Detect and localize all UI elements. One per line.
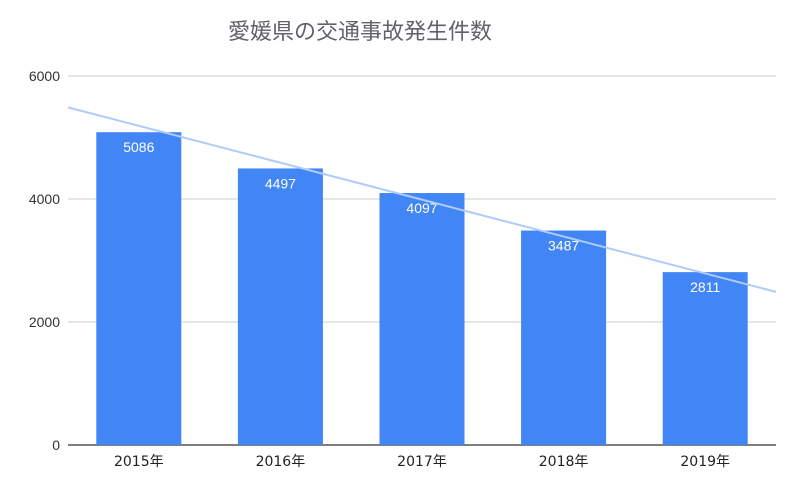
y-tick-label: 2000	[29, 314, 60, 330]
x-axis-tick-labels: 2015年 2016年 2017年 2018年 2019年	[114, 454, 730, 470]
bar	[237, 168, 323, 445]
x-tick-label: 2015年	[114, 454, 164, 470]
bar	[96, 132, 182, 445]
bar	[379, 193, 465, 445]
bar	[521, 230, 607, 445]
y-axis-tick-labels: 0 2000 4000 6000	[29, 68, 60, 453]
bars: 5086 4497 4097 3487 2811	[96, 132, 748, 445]
bar	[662, 272, 748, 445]
x-tick-label: 2016年	[256, 454, 306, 470]
data-label: 4497	[265, 175, 296, 191]
data-label: 4097	[406, 200, 437, 216]
data-label: 5086	[123, 139, 154, 155]
y-tick-label: 0	[52, 437, 60, 453]
data-label: 2811	[690, 279, 720, 295]
trendline-layer	[67, 106, 777, 293]
trendline	[67, 106, 777, 293]
y-tick-label: 4000	[29, 191, 60, 207]
x-tick-label: 2019年	[680, 454, 730, 470]
x-tick-label: 2017年	[397, 454, 447, 470]
y-tick-label: 6000	[29, 68, 60, 84]
x-tick-label: 2018年	[539, 454, 589, 470]
chart-title: 愛媛県の交通事故発生件数	[227, 20, 492, 45]
data-label: 3487	[548, 238, 579, 254]
